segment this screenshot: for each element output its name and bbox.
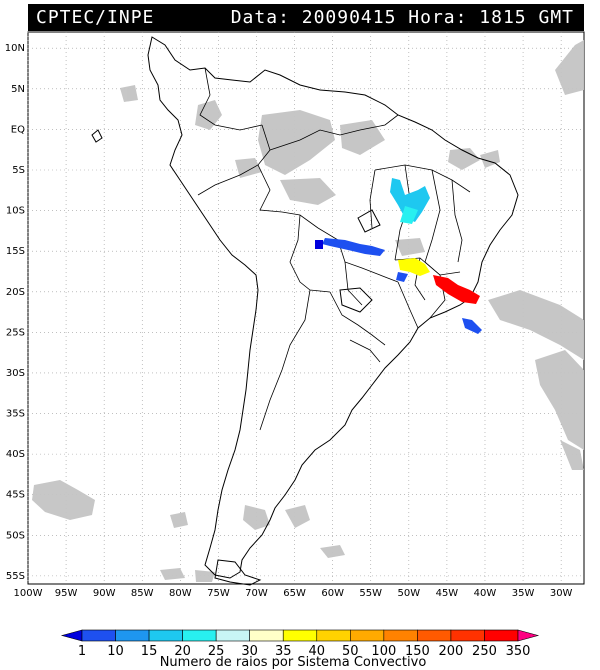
colorbar-swatch bbox=[282, 629, 318, 642]
cluster-cyan-2 bbox=[400, 206, 418, 224]
lon-label: 90W bbox=[93, 588, 116, 599]
colorbar-swatch bbox=[60, 629, 83, 642]
colorbar-tick-label: 30 bbox=[241, 644, 258, 659]
lat-label: EQ bbox=[11, 124, 25, 135]
lon-label: 45W bbox=[436, 588, 459, 599]
header-date-time: Data: 20090415 Hora: 1815 GMT bbox=[230, 7, 574, 28]
colorbar-swatch bbox=[450, 629, 485, 642]
colorbar-swatch bbox=[383, 629, 418, 642]
lon-label: 35W bbox=[512, 588, 535, 599]
lon-label: 65W bbox=[283, 588, 306, 599]
lat-label: 20S bbox=[6, 287, 25, 298]
cluster-red bbox=[433, 275, 480, 304]
lon-label: 100W bbox=[14, 588, 43, 599]
colorbar-tick-label: 10 bbox=[107, 644, 124, 659]
lat-label: 10N bbox=[5, 43, 25, 54]
colorbar-swatch bbox=[517, 629, 540, 642]
cluster-blue-1 bbox=[322, 238, 385, 256]
colorbar-tick-label: 350 bbox=[506, 644, 531, 659]
lat-label: 10S bbox=[6, 206, 25, 217]
lat-label: 15S bbox=[6, 246, 25, 257]
lat-label: 25S bbox=[6, 327, 25, 338]
colorbar-tick-label: 200 bbox=[439, 644, 464, 659]
colorbar-tick-label: 40 bbox=[308, 644, 325, 659]
lon-label: 60W bbox=[321, 588, 344, 599]
colorbar-tick-label: 15 bbox=[141, 644, 158, 659]
colorbar-tick-label: 1 bbox=[78, 644, 86, 659]
lat-label: 5N bbox=[11, 84, 25, 95]
colorbar-swatch bbox=[215, 629, 250, 642]
colorbar-tick-label: 50 bbox=[342, 644, 359, 659]
colorbar-swatch bbox=[484, 629, 519, 642]
colorbar-title: Numero de raios por Sistema Convectivo bbox=[160, 655, 427, 670]
lightning-clusters bbox=[315, 178, 482, 334]
colorbar-swatch bbox=[417, 629, 452, 642]
cluster-blue-2 bbox=[396, 272, 408, 282]
lon-label: 70W bbox=[245, 588, 268, 599]
header-org: CPTEC/INPE bbox=[36, 7, 155, 28]
header-bar: CPTEC/INPE Data: 20090415 Hora: 1815 GMT bbox=[28, 4, 584, 31]
lat-label: 30S bbox=[6, 368, 25, 379]
colorbar-swatch bbox=[148, 629, 183, 642]
cloud-cover bbox=[32, 40, 584, 582]
lat-label: 55S bbox=[6, 571, 25, 582]
lon-label: 95W bbox=[55, 588, 78, 599]
cluster-blue-core bbox=[315, 240, 323, 249]
colorbar-tick-label: 250 bbox=[472, 644, 497, 659]
colorbar-swatch bbox=[316, 629, 351, 642]
latitude-labels: 10N 5N EQ 5S 10S 15S 20S 25S 30S 35S 40S 45S 50S 55S bbox=[5, 43, 25, 582]
borders bbox=[197, 67, 471, 431]
colorbar-tick-label: 25 bbox=[208, 644, 225, 659]
lon-label: 80W bbox=[169, 588, 192, 599]
cluster-yellow bbox=[398, 258, 430, 276]
colorbar-tick-label: 20 bbox=[174, 644, 191, 659]
lon-label: 55W bbox=[359, 588, 382, 599]
cluster-cyan-1 bbox=[390, 178, 430, 222]
lat-label: 35S bbox=[6, 409, 25, 420]
colorbar-swatch bbox=[81, 629, 116, 642]
lon-label: 75W bbox=[207, 588, 230, 599]
lat-label: 45S bbox=[6, 490, 25, 501]
colorbar-swatch bbox=[249, 629, 284, 642]
lon-label: 40W bbox=[474, 588, 497, 599]
lat-label: 50S bbox=[6, 530, 25, 541]
colorbar-swatch bbox=[182, 629, 217, 642]
colorbar-tick-label: 100 bbox=[371, 644, 396, 659]
colorbar: 1 10 15 20 25 30 35 40 50 100 150 200 250 350 bbox=[60, 629, 540, 659]
colorbar-swatch bbox=[115, 629, 150, 642]
colorbar-tick-label: 150 bbox=[405, 644, 430, 659]
lat-label: 5S bbox=[12, 165, 25, 176]
longitude-labels: 100W 95W 90W 85W 80W 75W 70W 65W 60W 55W 50W 45W 40W… bbox=[14, 588, 573, 599]
lon-label: 85W bbox=[131, 588, 154, 599]
lon-label: 50W bbox=[398, 588, 421, 599]
lat-label: 40S bbox=[6, 449, 25, 460]
colorbar-swatch bbox=[350, 629, 385, 642]
cluster-blue-3 bbox=[462, 318, 482, 334]
colorbar-tick-label: 35 bbox=[275, 644, 292, 659]
lon-label: 30W bbox=[550, 588, 573, 599]
coastline bbox=[91, 36, 519, 586]
